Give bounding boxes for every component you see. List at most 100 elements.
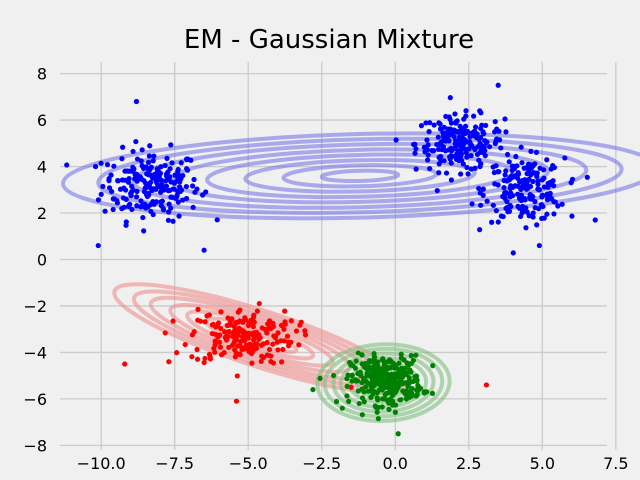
- data-point: [475, 144, 481, 150]
- x-tick-label: −7.5: [155, 454, 194, 473]
- data-point: [374, 359, 381, 365]
- data-point: [458, 138, 464, 144]
- data-point: [515, 203, 521, 209]
- y-tick-label: 0: [37, 250, 47, 269]
- data-point: [250, 332, 256, 338]
- data-point: [354, 378, 361, 384]
- data-point: [535, 181, 541, 187]
- data-point: [180, 197, 186, 203]
- data-point: [463, 108, 469, 114]
- data-point: [551, 183, 557, 189]
- data-point: [468, 166, 475, 172]
- data-point: [457, 123, 463, 129]
- data-point: [478, 202, 484, 208]
- data-point: [378, 385, 385, 391]
- data-point: [471, 113, 477, 119]
- data-point: [366, 359, 373, 365]
- data-point: [254, 308, 260, 314]
- data-point: [463, 113, 469, 119]
- data-point: [170, 218, 176, 224]
- data-point: [386, 383, 393, 389]
- data-point: [284, 333, 291, 339]
- data-point: [173, 179, 179, 185]
- data-point: [194, 356, 201, 362]
- data-point: [372, 403, 378, 409]
- data-point: [495, 82, 501, 88]
- data-point: [237, 307, 243, 313]
- data-point: [140, 214, 146, 221]
- y-tick-label: 4: [37, 158, 47, 177]
- data-point: [482, 138, 488, 144]
- data-point: [166, 201, 172, 207]
- data-point: [468, 153, 474, 159]
- data-point: [495, 169, 501, 175]
- data-point: [528, 148, 534, 155]
- data-point: [222, 334, 228, 340]
- data-point: [518, 197, 524, 204]
- data-point: [386, 400, 392, 406]
- data-point: [495, 219, 501, 225]
- data-point: [378, 377, 384, 383]
- data-point: [527, 183, 534, 190]
- data-point: [379, 404, 385, 410]
- data-point: [134, 203, 140, 209]
- data-point: [437, 140, 443, 146]
- data-point: [168, 194, 174, 200]
- data-point: [111, 163, 117, 169]
- data-point: [395, 431, 401, 437]
- data-point: [382, 391, 388, 398]
- data-point: [134, 171, 140, 177]
- data-point: [458, 171, 464, 177]
- data-point: [375, 397, 381, 403]
- data-point: [64, 162, 70, 168]
- data-point: [447, 95, 453, 101]
- data-point: [386, 406, 392, 413]
- data-point: [202, 319, 208, 325]
- data-point: [436, 154, 442, 161]
- data-point: [344, 383, 350, 389]
- data-point: [139, 147, 145, 153]
- data-point: [238, 327, 244, 333]
- data-point: [270, 323, 277, 330]
- data-point: [330, 372, 337, 379]
- data-point: [498, 213, 504, 219]
- data-point: [421, 144, 427, 150]
- data-point: [120, 195, 127, 201]
- data-point: [489, 219, 495, 225]
- data-point: [266, 346, 273, 353]
- data-point: [226, 344, 232, 351]
- data-point: [203, 189, 209, 195]
- data-point: [381, 361, 388, 367]
- data-point: [233, 398, 240, 404]
- data-point: [412, 378, 418, 384]
- data-point: [120, 144, 126, 150]
- data-points: [64, 82, 598, 437]
- data-point: [436, 170, 442, 176]
- data-point: [134, 188, 140, 194]
- data-point: [143, 164, 149, 170]
- data-point: [472, 124, 479, 130]
- contour-ellipse: [243, 157, 477, 194]
- data-point: [425, 142, 431, 148]
- data-point: [459, 129, 466, 136]
- data-point: [168, 205, 174, 211]
- data-point: [139, 162, 145, 169]
- data-point: [150, 198, 156, 205]
- data-point: [448, 160, 454, 166]
- data-point: [302, 332, 309, 338]
- data-point: [544, 157, 550, 163]
- data-point: [508, 190, 514, 196]
- data-point: [412, 150, 418, 156]
- data-point: [462, 146, 468, 152]
- data-point: [98, 160, 104, 166]
- data-point: [129, 183, 135, 189]
- data-point: [125, 179, 132, 185]
- data-point: [375, 370, 382, 376]
- data-point: [479, 122, 485, 128]
- data-point: [151, 153, 157, 159]
- data-point: [162, 330, 168, 336]
- data-point: [403, 396, 410, 402]
- data-point: [399, 381, 405, 387]
- data-point: [539, 215, 545, 222]
- data-point: [288, 318, 294, 324]
